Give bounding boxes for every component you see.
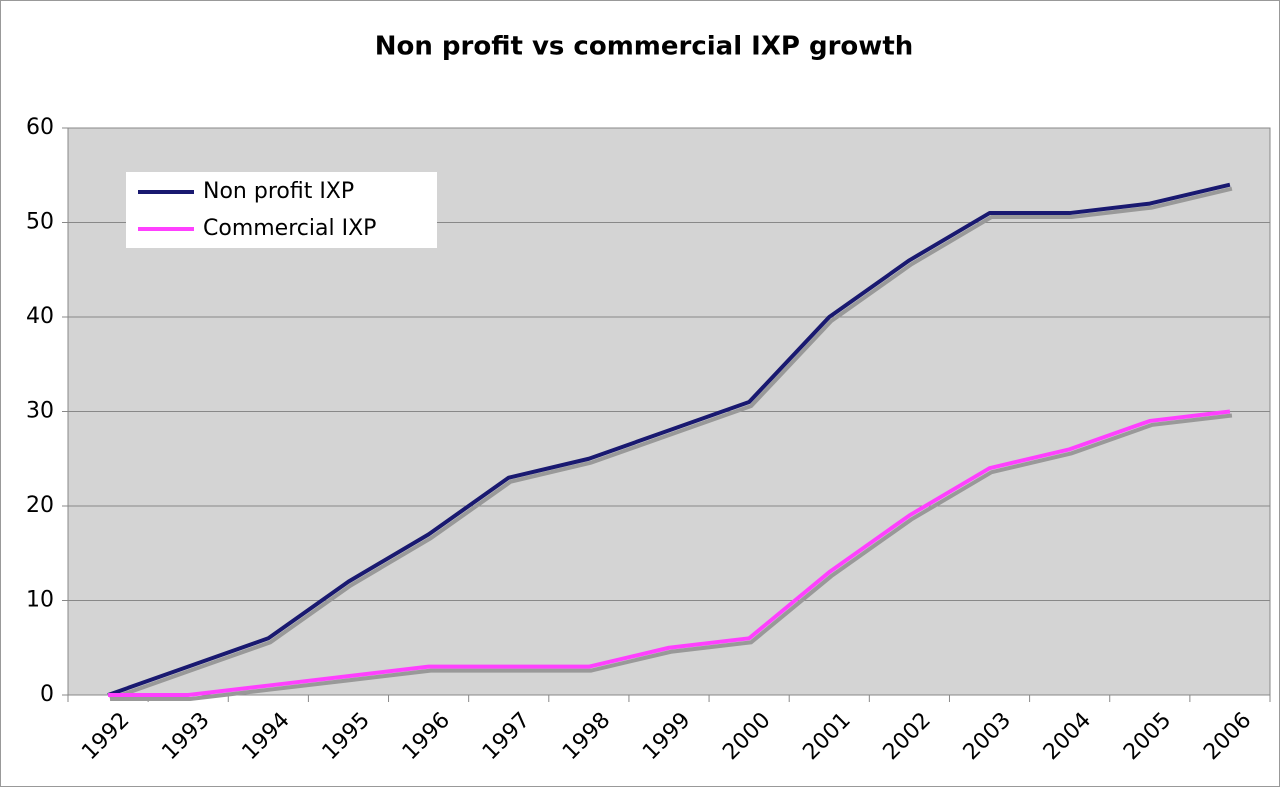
y-tick-label: 60: [26, 115, 54, 140]
chart-title: Non profit vs commercial IXP growth: [375, 32, 914, 62]
y-tick-label: 30: [26, 399, 54, 424]
legend-label: Commercial IXP: [203, 216, 376, 241]
legend-label: Non profit IXP: [203, 179, 354, 204]
y-tick-label: 0: [40, 682, 54, 707]
y-tick-label: 20: [26, 493, 54, 518]
line: [107, 182, 1231, 697]
y-tick-label: 10: [26, 588, 54, 613]
line-shadow: [109, 186, 1233, 701]
y-tick-label: 50: [26, 210, 54, 235]
legend-box: [126, 172, 437, 248]
y-tick-label: 40: [26, 304, 54, 329]
line: [108, 409, 1231, 697]
line-shadow: [110, 413, 1233, 701]
